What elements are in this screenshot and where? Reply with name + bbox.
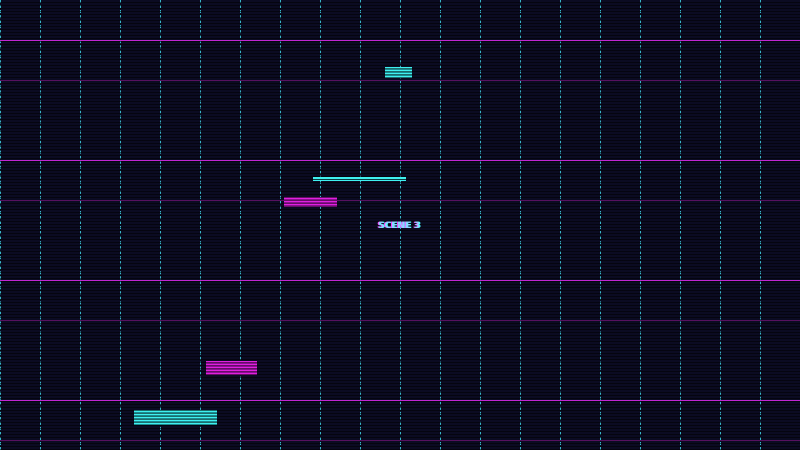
- grid-line-vertical: [640, 0, 641, 450]
- platform-magenta-lower: [206, 361, 257, 375]
- grid-line-vertical: [200, 0, 201, 450]
- grid-line-vertical: [0, 0, 1, 450]
- grid-line-vertical: [760, 0, 761, 450]
- grid-line-vertical: [480, 0, 481, 450]
- grid-line-horizontal: [0, 440, 800, 441]
- grid-line-vertical: [520, 0, 521, 450]
- grid-line-horizontal: [0, 40, 800, 41]
- grid-line-vertical: [280, 0, 281, 450]
- grid-line-vertical: [160, 0, 161, 450]
- grid-line-horizontal: [0, 280, 800, 281]
- scene-label: SCENE 3: [378, 221, 421, 231]
- grid-line-vertical: [720, 0, 721, 450]
- grid-line-horizontal: [0, 80, 800, 81]
- platform-magenta-upper: [284, 197, 337, 207]
- platform-cyan-thin: [313, 177, 406, 181]
- grid-line-vertical: [600, 0, 601, 450]
- grid-line-vertical: [560, 0, 561, 450]
- grid-line-horizontal: [0, 400, 800, 401]
- grid-line-vertical: [360, 0, 361, 450]
- grid-line-vertical: [320, 0, 321, 450]
- grid-line-vertical: [40, 0, 41, 450]
- grid-line-horizontal: [0, 320, 800, 321]
- grid-line-vertical: [120, 0, 121, 450]
- grid-line-vertical: [240, 0, 241, 450]
- grid-line-vertical: [680, 0, 681, 450]
- platform-cyan-top: [385, 67, 412, 78]
- grid-line-horizontal: [0, 200, 800, 201]
- grid-line-horizontal: [0, 160, 800, 161]
- grid-line-vertical: [80, 0, 81, 450]
- grid-line-vertical: [440, 0, 441, 450]
- platform-cyan-bottom: [134, 410, 217, 425]
